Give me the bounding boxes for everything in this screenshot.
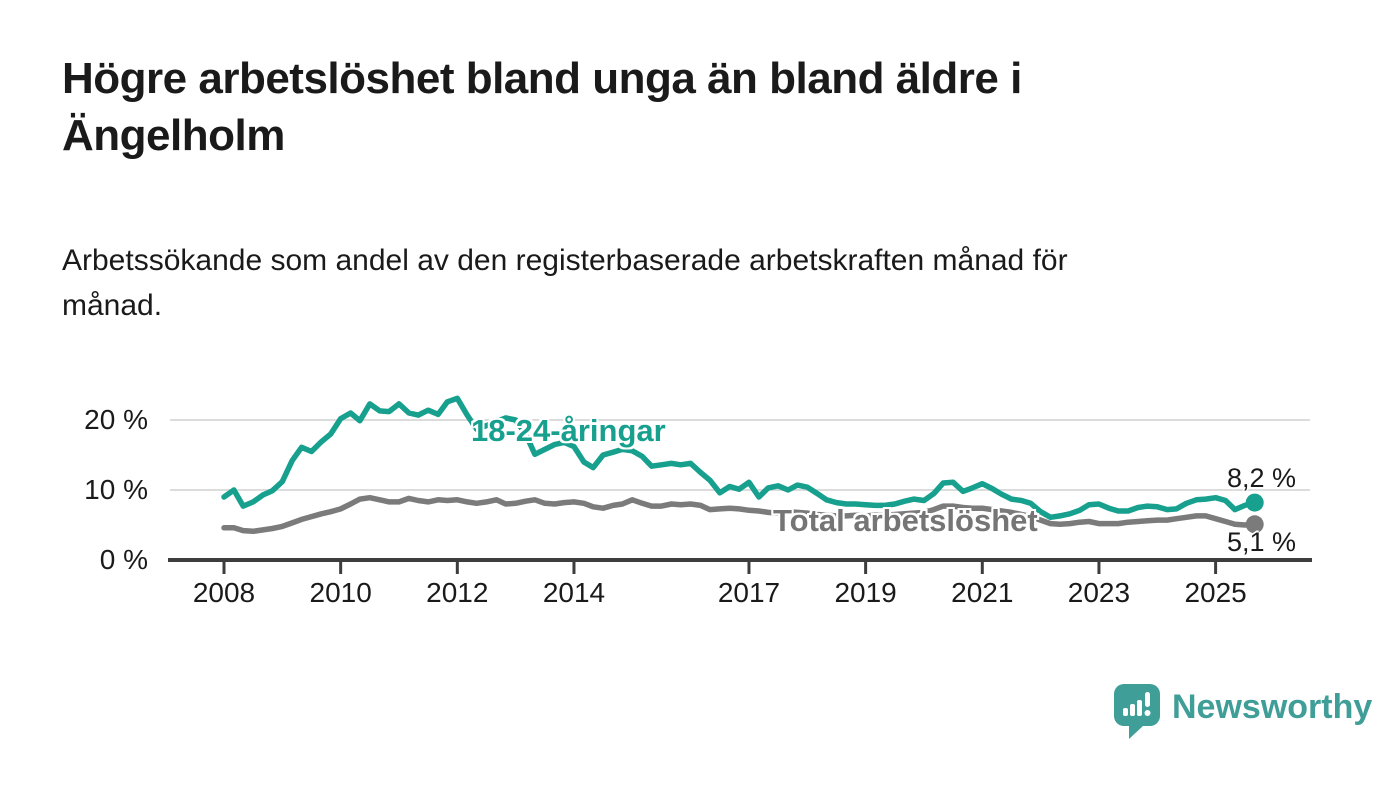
newsworthy-logo-text: Newsworthy <box>1172 688 1373 726</box>
x-axis-label-2010: 2010 <box>309 577 372 608</box>
end-dot-total <box>1245 515 1264 534</box>
x-axis-label-2023: 2023 <box>1067 577 1131 608</box>
series-label-total: Total arbetslöshet <box>773 503 1038 538</box>
end-dot-young <box>1245 493 1264 512</box>
series-label-young: 18-24-åringar <box>471 413 666 448</box>
y-axis-label-0: 0 % <box>99 544 148 575</box>
x-axis-label-2019: 2019 <box>834 577 897 608</box>
series-line-total <box>221 494 1258 535</box>
x-axis-label-2017: 2017 <box>717 577 781 608</box>
y-axis-label-10: 10 % <box>84 474 148 505</box>
newsworthy-logo: Newsworthy <box>1112 682 1372 740</box>
series-line-young <box>221 395 1258 521</box>
x-axis-label-2025: 2025 <box>1184 577 1247 608</box>
newsworthy-logo-icon <box>1114 684 1160 739</box>
x-axis-label-2014: 2014 <box>542 577 606 608</box>
end-value-label-young: 8,2 % <box>1227 463 1297 493</box>
x-axis-label-2012: 2012 <box>426 577 489 608</box>
page-subtitle: Arbetssökande som andel av den registerb… <box>62 244 1068 322</box>
x-axis-label-2008: 2008 <box>192 577 256 608</box>
page-title: Högre arbetslöshet bland unga än bland ä… <box>62 54 1022 161</box>
y-axis-label-20: 20 % <box>84 404 148 435</box>
x-axis-label-2021: 2021 <box>951 577 1014 608</box>
end-value-label-total: 5,1 % <box>1227 527 1297 557</box>
